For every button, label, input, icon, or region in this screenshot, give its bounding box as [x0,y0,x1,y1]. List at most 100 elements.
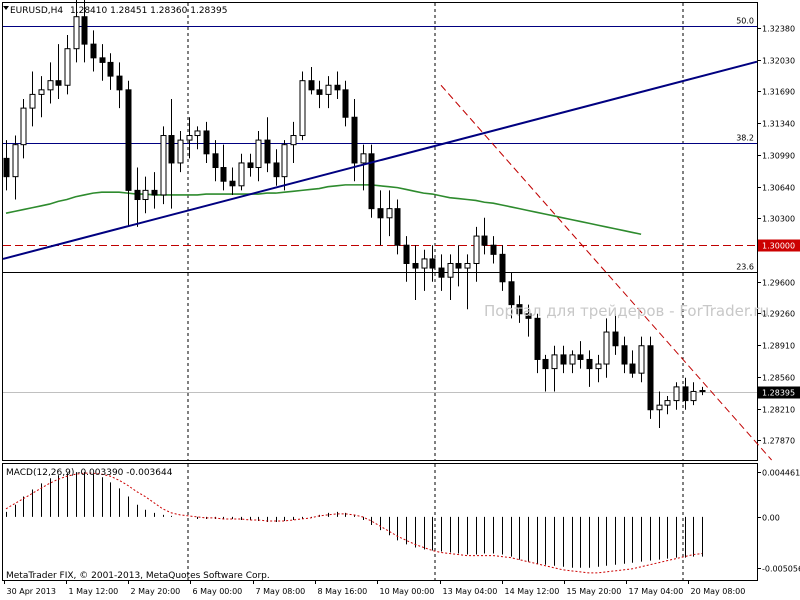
current-price-label-box [758,386,800,399]
price-tick-label: 1.28910 [762,342,795,351]
candle-body-bull [194,130,201,137]
candle [438,254,445,291]
candle [673,382,680,410]
candle [299,71,306,141]
candle-body-bear [351,116,358,164]
candle-body-bull [255,139,262,169]
candle [177,130,184,173]
time-tick-label: 17 May 04:00 [629,587,684,596]
candle [360,144,367,191]
candle-body-bull [238,162,245,187]
candle-body-bull [386,208,393,219]
candle-body-bear [621,345,628,365]
candle [264,117,271,173]
time-tick-label: 1 May 12:00 [69,587,119,596]
candle-body-bear [90,43,97,59]
candle-body-bear [377,208,384,219]
trendlines [2,60,772,461]
price-tick-label: 1.30990 [762,152,795,161]
candle [316,80,323,109]
candle [281,140,288,191]
time-tick-label: 6 May 00:00 [193,587,243,596]
price-tick-label: 1.27870 [762,437,795,446]
candle-body-bull [656,404,663,411]
candle [377,190,384,246]
chart-header: EURUSD,H4 1.28410 1.28451 1.28360 1.2839… [10,6,227,16]
price-tick-label: 1.32380 [762,25,795,34]
candle [638,336,645,383]
candle [429,245,436,282]
candle-body-bear [55,80,62,86]
candle-body-bear [499,253,506,283]
time-tick-label: 8 May 16:00 [318,587,368,596]
candle [203,121,210,163]
macd-signal [5,472,703,574]
fibo-label: 23.6 [736,263,754,272]
candle-body-bear [203,130,210,155]
candle-body-bull [595,363,602,370]
candle [255,130,262,182]
candle-body-bear [116,75,123,91]
candle-body-bull [673,386,680,402]
candle-body-bear [542,358,549,370]
candle-body-bull [464,262,471,269]
candle-body-bull [638,345,645,374]
candle [151,172,158,209]
candle [481,217,488,255]
chart-menu-icon[interactable] [3,6,9,10]
candle [12,135,19,200]
candle-body-bull [47,80,54,91]
price-axis: 1.32380 1.32030 1.31690 1.31340 1.30990 1.306… [757,25,800,446]
candle [99,44,106,81]
candle-body-bear [168,135,175,164]
candle [629,350,636,378]
candle-body-bear [534,317,541,360]
candle [551,345,558,392]
candle-body-bear [412,262,419,269]
candle-body-bull [290,135,297,146]
candle [220,144,227,191]
candle-body-bull [12,144,19,178]
candle-body-bear [682,386,689,402]
macd-tick-label: -0.005056 [762,565,800,574]
price-panel-frame [2,2,758,461]
candle-body-bear [273,162,280,178]
candle [107,53,114,90]
candle [534,313,541,374]
candle [168,98,175,209]
macd-tick-label: 0.004461 [762,469,800,478]
candle [699,386,706,396]
candle [621,336,628,374]
candle-body-bull [64,48,71,86]
candle [342,80,349,127]
candle [160,126,167,205]
candle-body-bear [316,89,323,95]
candle [542,354,549,392]
candle [73,0,80,63]
candle [142,176,149,214]
candle [212,140,219,182]
time-tick-label: 7 May 08:00 [256,587,306,596]
marked-price-label: 1.30000 [762,242,795,251]
price-tick-label: 1.32030 [762,57,795,66]
candle-body-bull [142,189,149,201]
support-trendline[interactable] [2,60,758,260]
candle [47,62,54,104]
candle [64,34,71,95]
candle-body-bull [690,390,697,402]
candle-body-bear [229,180,236,187]
macd-panel: MACD(12,26,9) -0.003390 -0.003644 MetaTr… [2,463,758,581]
candle-body-bear [212,153,219,169]
macd-label: MACD(12,26,9) -0.003390 -0.003644 [6,468,173,478]
candle-body-bear [403,244,410,264]
resistance-trendline[interactable] [440,84,772,461]
candle-body-bear [560,354,567,365]
candle-body-bear [429,258,436,269]
candle-body-bear [247,162,254,169]
candle [508,272,515,319]
fibo-label: 38.2 [736,134,754,143]
candle [499,245,506,291]
candle [569,350,576,374]
time-tick-label: 13 May 04:00 [443,587,498,596]
candle-body-bear [334,84,341,91]
